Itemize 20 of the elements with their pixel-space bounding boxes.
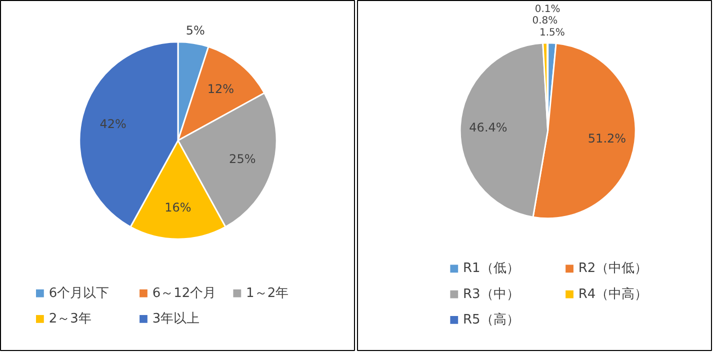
- legend-label: 1～2年: [246, 286, 289, 301]
- legend-label: R1（低）: [463, 261, 520, 276]
- data-label: 42%: [100, 116, 126, 131]
- legend-label: 2～3年: [48, 311, 92, 326]
- data-label: 25%: [229, 152, 256, 166]
- data-label: 46.4%: [469, 120, 508, 134]
- legend-label: R3（中）: [463, 286, 520, 302]
- data-label: 5%: [186, 23, 205, 38]
- data-label: 51.2%: [588, 131, 626, 146]
- data-label: 12%: [207, 82, 234, 96]
- legend-label: R5（高）: [463, 311, 520, 328]
- legend-label: 3年以上: [152, 311, 200, 326]
- legend-label: R4（中高）: [578, 286, 648, 302]
- data-label: 1.5%: [539, 28, 565, 39]
- legend-label: R2（中低）: [578, 261, 648, 276]
- data-label: 16%: [164, 200, 192, 215]
- data-label: 0.1%: [534, 4, 560, 15]
- data-label: 0.8%: [532, 16, 558, 27]
- legend-label: 6个月以下: [48, 286, 110, 301]
- legend-label: 6～12个月: [152, 286, 216, 301]
